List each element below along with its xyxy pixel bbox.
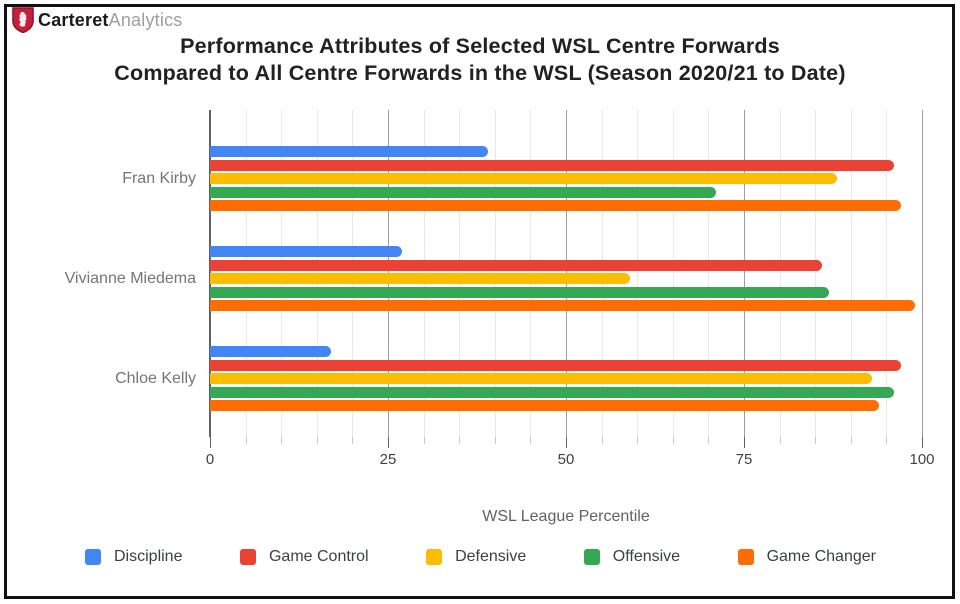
row-label-chloe-kelly: Chloe Kelly <box>115 369 196 387</box>
minor-tick-95 <box>886 437 888 444</box>
chart-title-line1: Performance Attributes of Selected WSL C… <box>180 34 780 58</box>
minor-tick-35 <box>459 437 461 444</box>
major-tick-25 <box>388 437 389 448</box>
minor-tick-85 <box>815 437 817 444</box>
bar-fran-kirby-offensive <box>210 186 716 198</box>
legend-swatch-defensive <box>426 549 443 565</box>
bar-group-chloe-kelly <box>210 346 922 411</box>
legend-item-defensive: Defensive <box>426 548 526 566</box>
minor-tick-20 <box>352 437 354 444</box>
bar-vivianne-miedema-discipline <box>210 246 403 257</box>
bar-chloe-kelly-offensive <box>210 386 894 398</box>
x-axis-ticks: 0 25 50 75 100 <box>206 437 935 468</box>
legend-swatch-game-control <box>239 549 256 565</box>
minor-tick-5 <box>245 437 247 444</box>
minor-tick-45 <box>530 437 532 444</box>
legend-label-defensive: Defensive <box>455 548 527 565</box>
minor-tick-65 <box>672 437 674 444</box>
legend-swatch-discipline <box>85 549 101 565</box>
row-label-fran-kirby: Fran Kirby <box>122 169 196 187</box>
minor-gridline-60 <box>637 110 639 437</box>
major-tick-0 <box>210 437 211 448</box>
minor-tick-80 <box>779 437 781 444</box>
row-label-vivianne-miedema: Vivianne Miedema <box>64 269 196 287</box>
tick-label-25: 25 <box>379 451 397 468</box>
minor-gridline-65 <box>672 110 674 437</box>
major-tick-100 <box>922 437 923 448</box>
minor-tick-60 <box>637 437 639 444</box>
bar-chloe-kelly-defensive <box>210 373 873 384</box>
bar-group-vivianne-miedema <box>210 246 922 311</box>
major-tick-50 <box>566 437 567 448</box>
carteret-analytics-logo: CarteretAnalytics <box>12 7 182 33</box>
bar-fran-kirby-game-control <box>210 159 894 171</box>
legend-item-game-control: Game Control <box>239 548 369 566</box>
minor-tick-90 <box>850 437 852 444</box>
minor-gridline-70 <box>708 110 710 437</box>
legend-label-game-changer: Game Changer <box>766 548 876 565</box>
bar-vivianne-miedema-offensive <box>210 286 830 298</box>
bar-fran-kirby-game-changer <box>210 200 901 211</box>
tick-label-0: 0 <box>205 451 215 468</box>
major-tick-75 <box>744 437 745 448</box>
brand-suffix: Analytics <box>108 9 183 30</box>
tick-label-75: 75 <box>735 451 753 468</box>
brand-text: CarteretAnalytics <box>38 10 182 31</box>
bar-fran-kirby-discipline <box>210 146 488 157</box>
minor-gridline-90 <box>850 110 852 437</box>
legend-label-discipline: Discipline <box>114 548 183 565</box>
minor-gridline-80 <box>779 110 781 437</box>
brand-name: Carteret <box>38 9 109 30</box>
bar-chloe-kelly-game-control <box>210 359 901 371</box>
legend-swatch-offensive <box>583 549 600 565</box>
bar-chloe-kelly-game-changer <box>210 400 880 411</box>
bar-chloe-kelly-discipline <box>210 346 332 357</box>
major-gridline-75 <box>744 110 745 437</box>
bar-vivianne-miedema-game-control <box>210 259 823 271</box>
minor-tick-40 <box>494 437 496 444</box>
chart-title-line2: Compared to All Centre Forwards in the W… <box>114 61 846 85</box>
legend-label-offensive: Offensive <box>612 548 681 565</box>
minor-tick-15 <box>316 437 318 444</box>
chart-title: Performance Attributes of Selected WSL C… <box>0 33 960 87</box>
bar-vivianne-miedema-defensive <box>210 273 631 284</box>
major-gridline-100 <box>922 110 923 437</box>
legend-item-discipline: Discipline <box>85 548 182 566</box>
lion-shield-icon <box>12 7 34 33</box>
minor-tick-30 <box>423 437 425 444</box>
minor-gridline-95 <box>886 110 888 437</box>
tick-label-50: 50 <box>557 451 575 468</box>
x-axis-title: WSL League Percentile <box>482 508 650 525</box>
bar-group-fran-kirby <box>210 146 922 211</box>
legend-item-offensive: Offensive <box>583 548 681 566</box>
legend-item-game-changer: Game Changer <box>737 548 876 566</box>
minor-tick-70 <box>708 437 710 444</box>
bar-fran-kirby-defensive <box>210 173 837 184</box>
minor-gridline-85 <box>815 110 817 437</box>
legend-label-game-control: Game Control <box>268 548 369 565</box>
legend-swatch-game-changer <box>737 549 754 565</box>
plot-area <box>209 110 923 437</box>
tick-label-100: 100 <box>909 451 935 468</box>
bar-vivianne-miedema-game-changer <box>210 300 915 311</box>
legend: Discipline Game Control Defensive Offensive… <box>85 548 876 566</box>
minor-tick-55 <box>601 437 603 444</box>
minor-tick-10 <box>281 437 283 444</box>
